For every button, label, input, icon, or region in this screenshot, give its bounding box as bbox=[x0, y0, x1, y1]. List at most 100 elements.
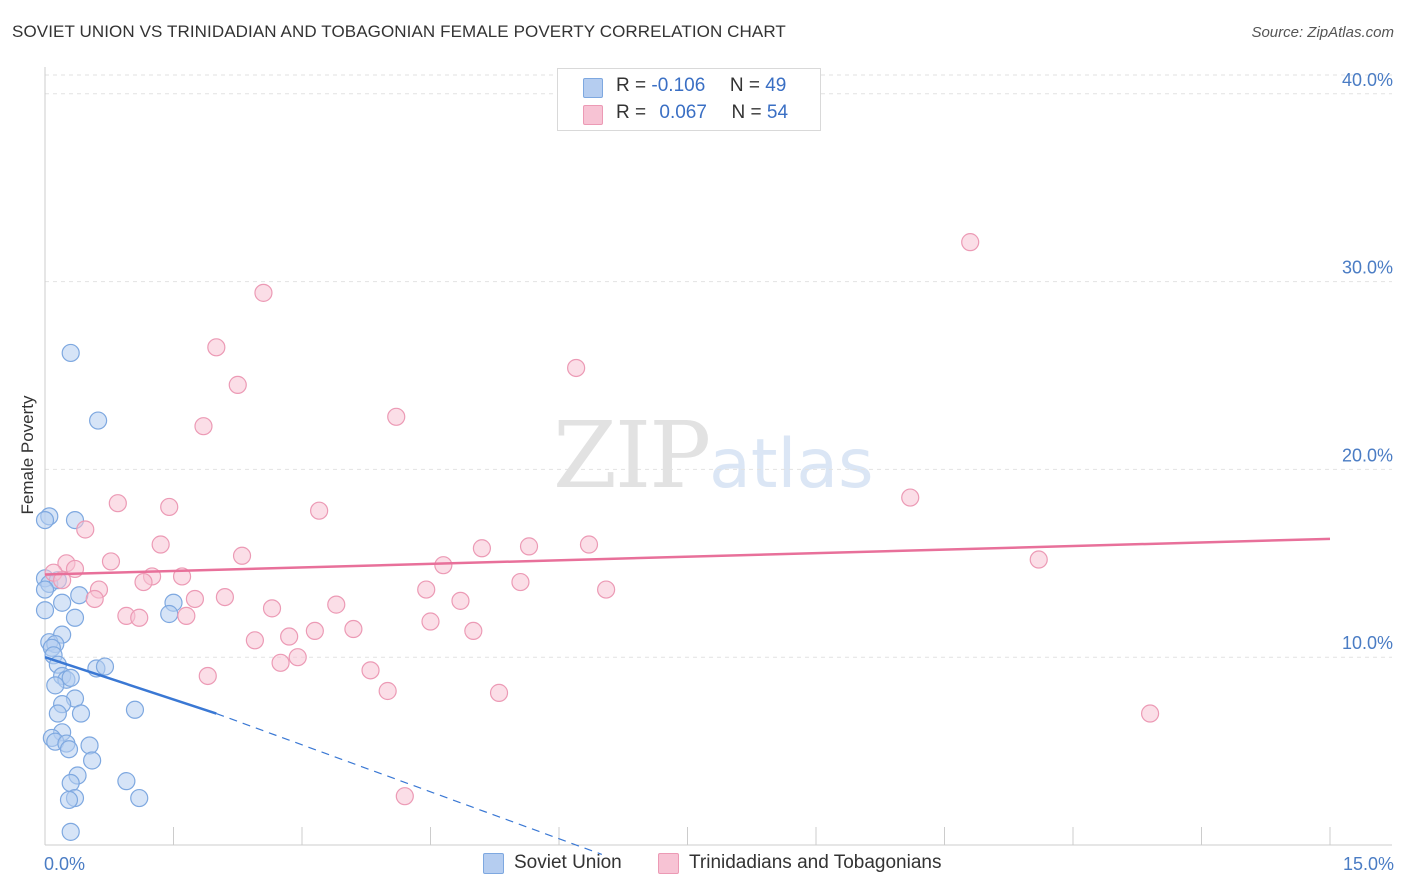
trinidadian-point bbox=[172, 567, 192, 586]
legend-r-label: R = bbox=[616, 75, 647, 96]
soviet-union-point bbox=[117, 772, 136, 791]
soviet-union-point bbox=[95, 657, 115, 676]
trinidadian-point bbox=[961, 233, 980, 252]
soviet-union-point bbox=[89, 411, 108, 430]
trinidadian-point bbox=[53, 571, 72, 590]
trinidadian-point bbox=[344, 619, 363, 639]
trinidadian-point bbox=[567, 358, 586, 378]
soviet-union-point bbox=[61, 822, 80, 841]
legend-n-value: 54 bbox=[766, 102, 789, 123]
trinidadian-point bbox=[597, 580, 616, 599]
trinidadian-point bbox=[207, 338, 226, 357]
trinidadian-point bbox=[310, 501, 329, 520]
legend-n-label: N = bbox=[729, 75, 760, 96]
soviet-union-point bbox=[53, 593, 72, 612]
axes bbox=[44, 67, 1392, 846]
y-tick-label: 40.0% bbox=[1342, 70, 1393, 90]
data-points bbox=[35, 233, 1160, 841]
x-tick-label-right: 15.0% bbox=[1343, 854, 1394, 874]
legend-swatch-pink bbox=[583, 105, 603, 125]
legend-r-label: R = bbox=[616, 102, 647, 123]
soviet-union-point bbox=[35, 601, 55, 620]
trinidadian-point bbox=[378, 681, 397, 701]
watermark-zip: ZIP bbox=[553, 402, 711, 509]
soviet-union-trend-extension bbox=[216, 712, 603, 855]
trinidadian-point bbox=[1029, 550, 1048, 569]
y-tick-label: 10.0% bbox=[1342, 633, 1393, 653]
soviet-union-point bbox=[80, 736, 99, 755]
chart-title: SOVIET UNION VS TRINIDADIAN AND TOBAGONI… bbox=[12, 22, 786, 41]
legend-n-label: N = bbox=[731, 102, 762, 123]
trinidadian-point bbox=[76, 520, 95, 539]
trinidadian-point bbox=[194, 417, 213, 436]
soviet-union-point bbox=[59, 740, 79, 759]
legend-swatch-blue bbox=[583, 78, 603, 98]
source-credit: Source: ZipAtlas.com bbox=[1251, 24, 1394, 41]
soviet-union-point bbox=[130, 788, 149, 808]
soviet-union-point bbox=[48, 704, 67, 723]
soviet-union-point bbox=[61, 668, 80, 687]
trinidadian-point bbox=[245, 631, 264, 650]
trinidadian-point bbox=[185, 589, 205, 609]
axis-labels: 10.0% 20.0% 30.0% 40.0% 0.0% 15.0% Female Pove… bbox=[18, 70, 1394, 874]
trend-lines bbox=[44, 537, 1331, 855]
trinidadian-point bbox=[130, 608, 149, 627]
soviet-union-point bbox=[71, 704, 91, 723]
trinidadian-point bbox=[519, 537, 539, 556]
trinidadian-point bbox=[232, 546, 252, 565]
trinidadian-point bbox=[417, 580, 436, 599]
soviet-union-point bbox=[160, 604, 179, 624]
watermark-atlas: atlas bbox=[709, 425, 874, 504]
trinidadian-point bbox=[85, 589, 104, 609]
trinidadian-point bbox=[421, 612, 440, 631]
correlation-legend: R = -0.106 N = 49 R = 0.067 N = 54 bbox=[557, 68, 821, 131]
trinidadian-point bbox=[451, 591, 470, 610]
trinidadian-point bbox=[901, 488, 920, 507]
trinidadian-point bbox=[271, 653, 290, 672]
trinidadian-point bbox=[511, 572, 530, 592]
soviet-union-point bbox=[70, 586, 89, 605]
trinidadian-point bbox=[101, 552, 121, 571]
trinidadian-point bbox=[395, 787, 414, 806]
legend-r-value: 0.067 bbox=[659, 102, 707, 123]
legend-r-value: -0.106 bbox=[651, 75, 706, 96]
soviet-union-point bbox=[65, 608, 85, 627]
series-label: Soviet Union bbox=[514, 852, 622, 873]
trinidadian-trend bbox=[44, 537, 1331, 576]
soviet-union-point bbox=[35, 510, 55, 530]
soviet-union-point bbox=[61, 773, 80, 793]
soviet-union-trend bbox=[44, 656, 217, 715]
trinidadian-point bbox=[361, 661, 380, 680]
soviet-union-point bbox=[61, 343, 80, 363]
watermark: ZIPatlas bbox=[553, 402, 874, 509]
series-swatch-pink bbox=[658, 853, 679, 874]
trinidadian-point bbox=[228, 375, 247, 394]
trinidadian-point bbox=[327, 595, 346, 614]
trinidadian-point bbox=[464, 621, 483, 641]
trinidadian-point bbox=[305, 621, 324, 641]
soviet-union-point bbox=[59, 790, 79, 810]
trinidadian-point bbox=[472, 539, 491, 558]
trinidadian-point bbox=[280, 627, 299, 646]
soviet-union-point bbox=[46, 676, 65, 695]
trinidadian-point bbox=[262, 599, 282, 618]
y-tick-label: 30.0% bbox=[1342, 258, 1393, 278]
soviet-union-point bbox=[83, 751, 102, 770]
soviet-union-point bbox=[35, 580, 55, 599]
trinidadian-point bbox=[288, 648, 307, 667]
legend-n-value: 49 bbox=[765, 75, 787, 96]
y-tick-label: 20.0% bbox=[1342, 445, 1393, 465]
trinidadian-point bbox=[108, 494, 127, 513]
series-swatch-blue bbox=[483, 853, 504, 874]
trinidadian-point bbox=[177, 606, 196, 625]
trinidadian-point bbox=[198, 666, 217, 686]
series-label: Trinidadians and Tobagonians bbox=[689, 852, 942, 873]
trinidadian-point bbox=[1140, 704, 1160, 723]
trinidadian-point bbox=[387, 407, 406, 426]
trinidadian-point bbox=[151, 535, 170, 554]
soviet-union-point bbox=[125, 700, 145, 719]
trinidadian-point bbox=[134, 572, 153, 592]
trinidadian-point bbox=[579, 535, 599, 554]
trinidadian-point bbox=[160, 497, 179, 517]
